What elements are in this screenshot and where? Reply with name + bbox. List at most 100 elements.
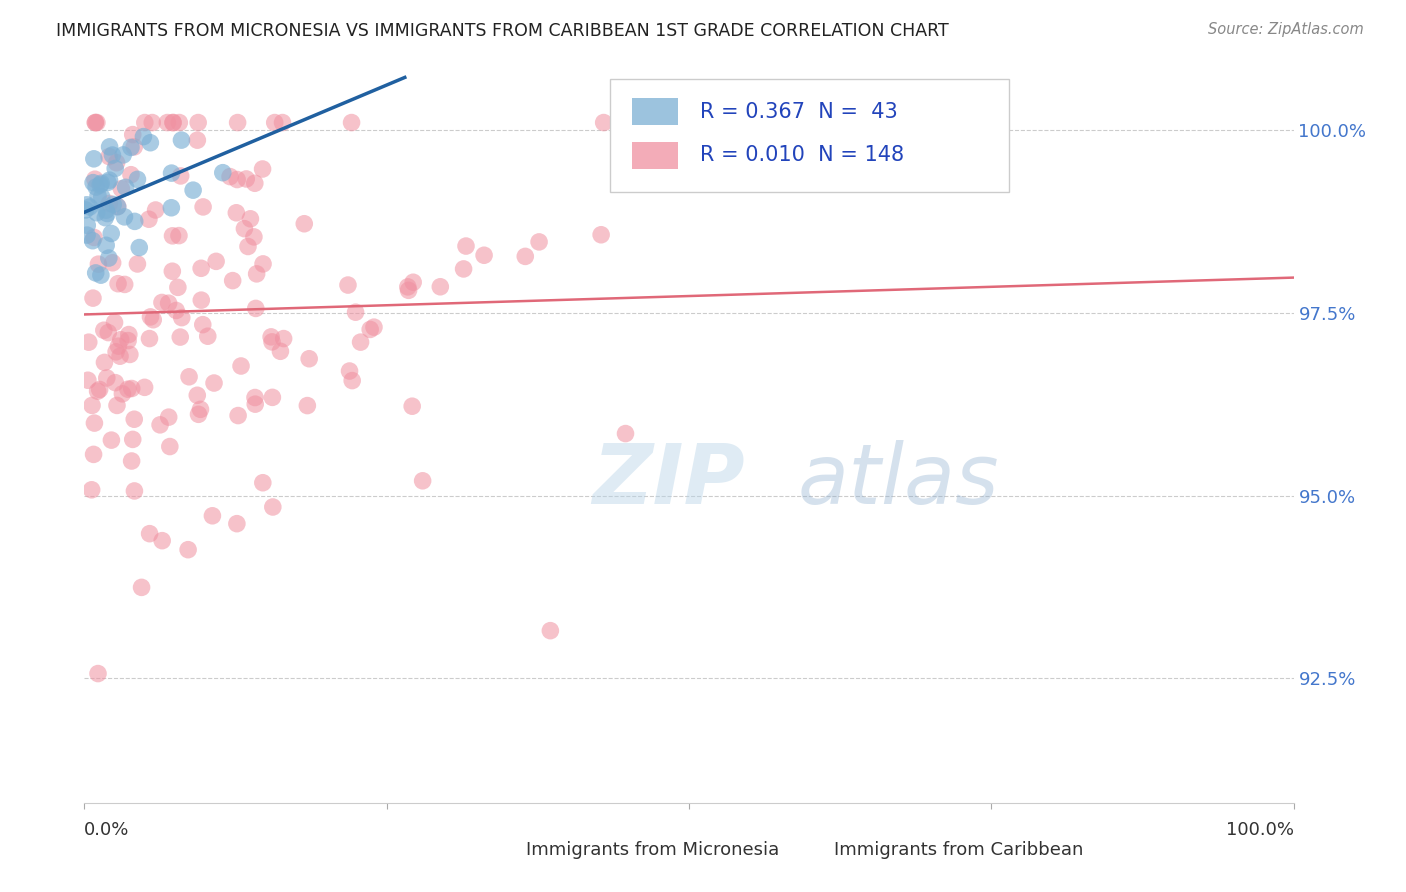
Point xyxy=(269,344,291,359)
Point xyxy=(225,206,247,220)
Point xyxy=(614,426,637,441)
Point xyxy=(170,310,193,325)
Point xyxy=(186,133,208,147)
Point xyxy=(190,402,212,417)
Point xyxy=(83,230,105,244)
Point xyxy=(150,533,173,548)
Point xyxy=(245,301,267,316)
Point xyxy=(76,219,98,233)
Point xyxy=(82,234,104,248)
Point xyxy=(454,239,477,253)
Point xyxy=(150,295,173,310)
Point xyxy=(134,380,156,394)
Point xyxy=(170,169,193,183)
Point xyxy=(103,197,125,211)
Point xyxy=(108,349,131,363)
Point xyxy=(429,279,451,293)
Text: R = 0.367  N =  43: R = 0.367 N = 43 xyxy=(700,102,897,121)
Point xyxy=(105,155,128,169)
Point xyxy=(77,335,100,350)
Point xyxy=(139,310,162,324)
Point xyxy=(121,454,143,468)
Point xyxy=(162,228,184,243)
Point xyxy=(181,183,204,197)
Point xyxy=(340,115,363,129)
Point xyxy=(128,241,150,255)
Point xyxy=(77,373,100,387)
Point xyxy=(344,305,367,319)
Point xyxy=(190,293,212,307)
Point xyxy=(141,115,163,129)
Point xyxy=(177,542,200,557)
Point xyxy=(110,333,132,347)
Point xyxy=(107,199,129,213)
Point xyxy=(86,205,108,219)
Point xyxy=(89,178,111,192)
Point xyxy=(82,176,104,190)
Point xyxy=(87,189,110,203)
Point xyxy=(187,115,209,129)
Point xyxy=(167,280,190,294)
Point xyxy=(138,526,160,541)
Point xyxy=(252,257,274,271)
Point xyxy=(538,624,561,638)
Point xyxy=(97,251,120,265)
Point xyxy=(93,323,115,337)
Point xyxy=(159,440,181,454)
Point xyxy=(104,376,127,390)
Point xyxy=(79,200,101,214)
Point xyxy=(145,202,167,217)
Point xyxy=(190,261,212,276)
Point xyxy=(298,351,321,366)
Point xyxy=(243,230,266,244)
Point xyxy=(165,303,187,318)
Point xyxy=(89,383,111,397)
Point xyxy=(239,211,262,226)
Point xyxy=(205,254,228,268)
Point xyxy=(260,334,283,349)
Point xyxy=(297,399,319,413)
Point xyxy=(162,115,184,129)
Point xyxy=(82,291,104,305)
Point xyxy=(157,296,180,310)
Point xyxy=(201,508,224,523)
Point xyxy=(98,140,121,154)
Point xyxy=(90,176,112,190)
Point xyxy=(221,274,243,288)
Point xyxy=(105,344,128,359)
Text: ZIP: ZIP xyxy=(592,441,745,522)
Point xyxy=(93,355,115,369)
Point xyxy=(229,359,252,373)
Point xyxy=(252,161,274,176)
Point xyxy=(87,666,110,681)
Point xyxy=(118,347,141,361)
Point xyxy=(162,115,184,129)
Point xyxy=(363,320,385,334)
Point xyxy=(127,257,149,271)
Point xyxy=(349,335,371,350)
Point xyxy=(122,140,145,154)
Point xyxy=(225,516,247,531)
Point xyxy=(591,227,613,242)
Point xyxy=(98,173,121,187)
Point xyxy=(120,140,142,154)
Point xyxy=(84,115,107,129)
Point xyxy=(76,228,98,243)
Point xyxy=(96,238,118,252)
Point xyxy=(398,283,420,297)
Point xyxy=(94,211,117,225)
Point xyxy=(124,483,146,498)
Point xyxy=(117,334,139,348)
Point xyxy=(107,339,129,353)
Point xyxy=(97,175,120,189)
Point xyxy=(84,266,107,280)
FancyBboxPatch shape xyxy=(610,78,1010,192)
Point xyxy=(187,407,209,421)
Point xyxy=(252,475,274,490)
Point xyxy=(157,410,180,425)
Point xyxy=(111,387,134,401)
Point xyxy=(191,200,214,214)
Point xyxy=(84,115,107,129)
Point xyxy=(122,412,145,426)
Point xyxy=(260,330,283,344)
